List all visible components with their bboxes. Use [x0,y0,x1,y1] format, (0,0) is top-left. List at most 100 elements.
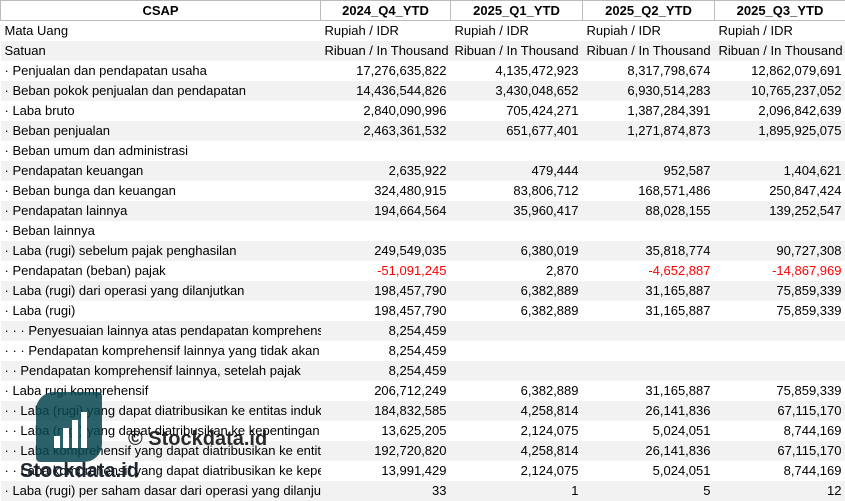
cell: 8,254,459 [320,360,451,381]
cell: 17,276,635,822 [356,63,447,78]
cell: 2,124,075 [520,423,579,438]
table-row: Satuan Ribuan / In Thousand Ribuan / In Th… [0,40,845,61]
table-row: · Pendapatan keuangan 2,635,922 479,444 952… [0,160,845,181]
cell: 192,720,820 [320,440,451,461]
cell: 8,317,798,674 [627,63,711,78]
cell: 31,165,887 [645,383,711,398]
cell [451,221,583,241]
cell: 35,960,417 [450,200,583,221]
row-label: · Beban pokok penjualan dan pendapatan [0,80,321,101]
cell: 75,859,339 [776,383,842,398]
cell: 4,258,814 [450,400,583,421]
row-label: · Beban penjualan [0,120,321,141]
table-row: · · Laba (rugi) yang dapat diatribusikan… [0,400,845,421]
cell: 67,115,170 [714,400,845,421]
cell: 35,818,774 [582,240,715,261]
row-label: · Beban bunga dan keuangan [4,183,176,198]
cell: 705,424,271 [506,103,579,118]
cell: 5,024,051 [652,423,711,438]
table-row: Mata Uang Rupiah / IDR Rupiah / IDR Rupiah … [1,21,845,41]
cell: 324,480,915 [374,183,447,198]
header-cell: 2025_Q1_YTD [450,0,583,21]
cell [321,141,451,161]
cell [714,360,845,381]
cell: 26,141,836 [582,400,715,421]
header-cell: 2024_Q4_YTD [320,0,451,21]
cell: 1,271,874,873 [582,120,715,141]
cell: 6,382,889 [450,280,583,301]
table-row: · · Laba komprehensif yang dapat diatrib… [1,461,845,481]
cell: 168,571,486 [638,183,711,198]
cell: Ribuan / In Thousand [582,40,715,61]
cell: 67,115,170 [714,440,845,461]
table-row: · Laba rugi komprehensif 206,712,249 6,382… [1,381,845,401]
logo-icon [36,392,102,462]
cell: 2,124,075 [520,463,579,478]
cell: 26,141,836 [582,440,715,461]
cell [715,221,845,241]
cell: 2,840,090,996 [363,103,447,118]
cell: Ribuan / In Thousand [714,40,845,61]
cell: Rupiah / IDR [454,23,529,39]
cell: 206,712,249 [374,383,447,398]
cell: 90,727,308 [714,240,845,261]
table-row: · Pendapatan lainnya 194,664,564 35,960,41… [0,200,845,221]
cell: 194,664,564 [320,200,451,221]
cell: 5 [582,480,715,501]
logo-text: Stockdata.id [20,460,139,482]
cell: 8,254,459 [388,343,447,358]
cell: 8,254,459 [320,320,451,341]
table-row: · Laba (rugi) dari operasi yang dilanjut… [0,280,845,301]
cell: 2,635,922 [320,160,451,181]
cell: 31,165,887 [645,303,711,318]
table-body: Mata Uang Rupiah / IDR Rupiah / IDR Rupiah … [0,21,845,501]
cell: 83,806,712 [513,183,579,198]
cell: 2,463,361,532 [320,120,451,141]
cell: 14,436,544,826 [320,80,451,101]
cell: 1,404,621 [714,160,845,181]
row-label: · Pendapatan keuangan [0,160,321,181]
cell: 250,847,424 [769,183,842,198]
row-label: · Laba (rugi) [4,303,76,318]
cell: Rupiah / IDR [586,23,661,39]
cell: 139,252,547 [714,200,845,221]
table-row: · · Laba komprehensif yang dapat diatrib… [0,440,845,461]
table-row: · · · Pendapatan komprehensif lainnya ya… [1,341,845,361]
cell: 75,859,339 [714,280,845,301]
row-label: · Laba (rugi) per saham dasar dari opera… [0,480,321,501]
table-row: · Beban bunga dan keuangan 324,480,915 83,… [1,181,845,201]
cell: 75,859,339 [776,303,842,318]
table-row: · Beban penjualan 2,463,361,532 651,677,40… [0,120,845,141]
cell: 479,444 [450,160,583,181]
table-row: · Pendapatan (beban) pajak -51,091,245 2,8… [1,261,845,281]
cell: 249,549,035 [320,240,451,261]
row-label: · Pendapatan (beban) pajak [4,263,166,278]
row-label: · Laba bruto [4,103,75,118]
cell: 12,862,079,691 [751,63,842,78]
cell: 13,625,205 [381,423,447,438]
cell [582,320,715,341]
row-label: · · · Penyesuaian lainnya atas pendapata… [0,320,321,341]
row-label: · Pendapatan lainnya [0,200,321,221]
cell: 651,677,401 [450,120,583,141]
cell: -51,091,245 [377,263,447,278]
table-row: · Beban umum dan administrasi [1,141,845,161]
cell: 4,135,472,923 [495,63,579,78]
cell: 33 [320,480,451,501]
cell: 5,024,051 [652,463,711,478]
table-row: · Beban lainnya [1,221,845,241]
cell: 88,028,155 [582,200,715,221]
cell [321,221,451,241]
table-row: · Laba (rugi) per saham dasar dari opera… [0,480,845,501]
cell [451,341,583,361]
table-row: · Beban pokok penjualan dan pendapatan 14… [0,80,845,101]
row-label: · Penjualan dan pendapatan usaha [4,63,207,78]
cell: 3,430,048,652 [450,80,583,101]
table-row: · Laba bruto 2,840,090,996 705,424,271 1,38… [1,101,845,121]
watermark: © Stockdata.id [128,428,268,450]
cell: 6,382,889 [520,303,579,318]
cell: -4,652,887 [648,263,711,278]
table-row: · Laba (rugi) 198,457,790 6,382,889 31,165,… [1,301,845,321]
